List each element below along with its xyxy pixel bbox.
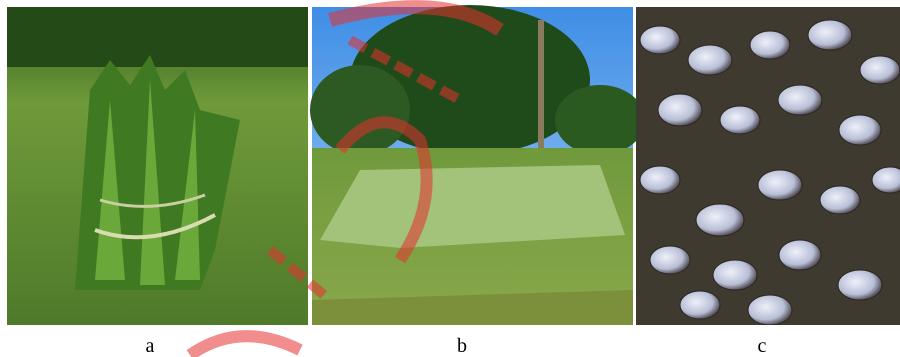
figure: a b c [0, 0, 900, 357]
panel-label: c [758, 335, 767, 357]
panel-label: b [457, 335, 467, 357]
photo-b [310, 5, 645, 325]
panel-label: a [146, 335, 155, 357]
photo-c [636, 7, 900, 325]
photo-a [7, 7, 308, 325]
